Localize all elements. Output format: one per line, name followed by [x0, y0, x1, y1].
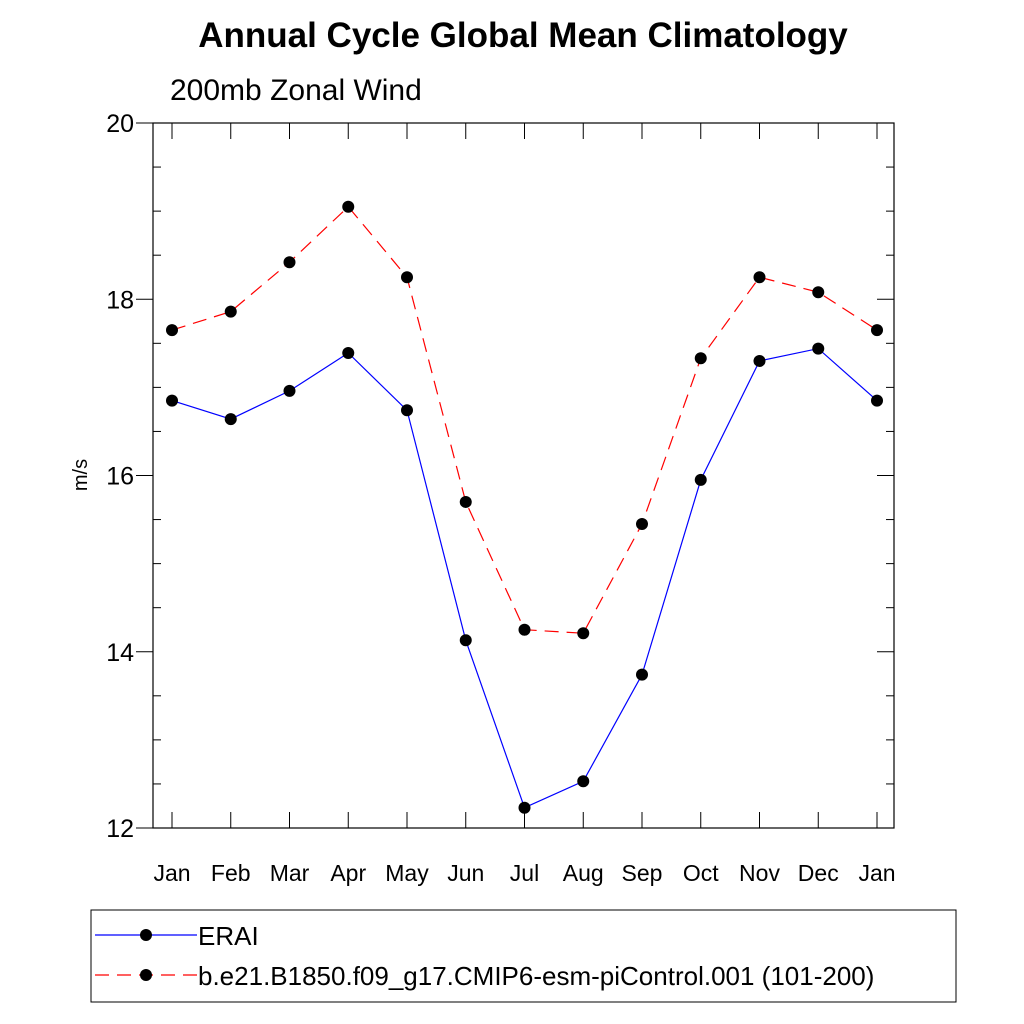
data-point [577, 627, 590, 640]
data-point [401, 271, 413, 284]
data-point [812, 286, 825, 299]
legend-marker-1 [140, 969, 152, 981]
chart-subtitle: 200mb Zonal Wind [170, 74, 422, 107]
data-point [166, 394, 178, 407]
y-tick-label: 12 [106, 815, 134, 843]
x-tick-label: Apr [330, 860, 366, 886]
y-axis-label: m/s [70, 459, 92, 491]
data-point [518, 801, 531, 814]
y-tick-label: 20 [106, 110, 134, 138]
data-point [459, 495, 472, 508]
x-tick-label: Jan [858, 860, 895, 886]
data-point [283, 256, 296, 269]
legend-box [90, 909, 957, 1003]
data-point [401, 404, 413, 417]
ticks: Jan Feb Mar Apr May Jun Jul Aug Sep Oct Nov Dec Jan 1… [106, 110, 895, 886]
data-point [224, 305, 237, 318]
data-point [753, 354, 766, 367]
legend-marker-0 [140, 929, 152, 941]
x-tick-label: Dec [798, 860, 839, 886]
data-point [166, 324, 178, 337]
data-point [459, 634, 472, 647]
series-line-1 [171, 205, 878, 634]
data-point [224, 413, 237, 426]
data-point [636, 517, 648, 530]
data-point [518, 623, 531, 636]
x-tick-label: Oct [683, 860, 719, 886]
x-tick-label: Aug [563, 860, 604, 886]
legend-label-0: ERAI [198, 921, 259, 951]
x-tick-label: Jul [510, 860, 539, 886]
data-point [342, 347, 355, 360]
y-tick-label: 14 [106, 639, 134, 667]
data-point [871, 394, 883, 407]
x-tick-label: Jun [447, 860, 484, 886]
data-point [694, 352, 707, 365]
y-tick-label: 16 [106, 463, 134, 491]
series-line-0 [171, 347, 878, 809]
plot-frame [152, 122, 895, 829]
data-point [694, 473, 707, 486]
series [166, 200, 883, 814]
x-tick-label: May [385, 860, 429, 886]
y-tick-label: 18 [106, 286, 134, 314]
data-point [871, 324, 883, 337]
x-tick-label: Feb [211, 860, 251, 886]
data-point [342, 200, 355, 213]
data-point [283, 384, 296, 397]
data-point [577, 775, 590, 788]
legend-label-1: b.e21.B1850.f09_g17.CMIP6-esm-piControl.… [198, 961, 874, 991]
x-tick-label: Nov [739, 860, 780, 886]
data-point [636, 668, 648, 681]
x-tick-label: Mar [270, 860, 310, 886]
data-point [812, 342, 825, 355]
x-tick-label: Sep [622, 860, 663, 886]
legend: ERAI b.e21.B1850.f09_g17.CMIP6-esm-piCont… [95, 921, 874, 991]
data-point [753, 271, 766, 284]
x-tick-label: Jan [153, 860, 190, 886]
chart-title: Annual Cycle Global Mean Climatology [198, 16, 848, 55]
